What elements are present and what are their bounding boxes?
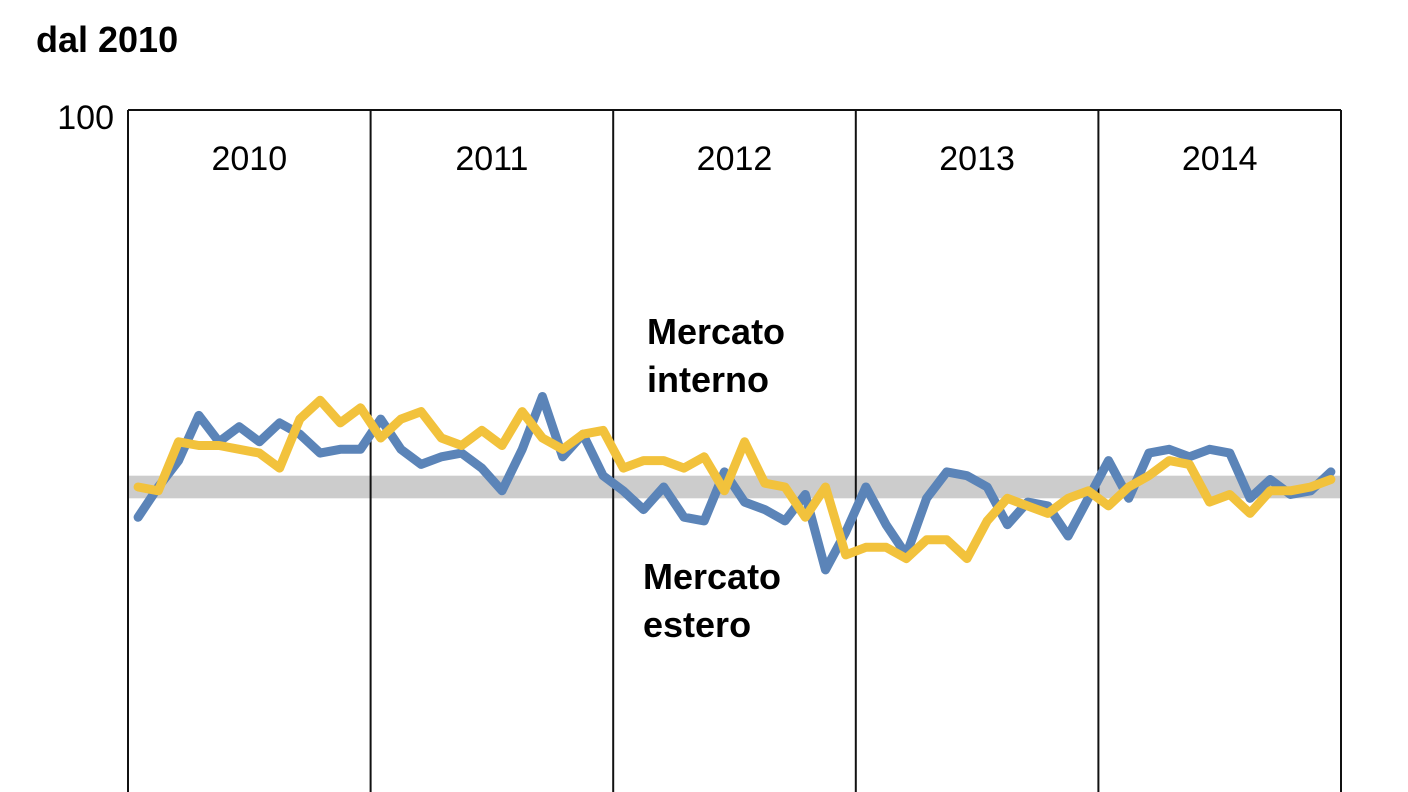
year-label: 2013 (939, 140, 1015, 178)
year-label: 2012 (697, 140, 773, 178)
series-label-mercato-interno: interno (647, 359, 769, 400)
series-label-mercato-interno: Mercato (647, 311, 785, 352)
series-line-mercato-interno (133, 395, 1336, 564)
series-line-mercato-estero (133, 392, 1336, 575)
year-label: 2014 (1182, 140, 1258, 178)
series-label-mercato-estero: Mercato (643, 556, 781, 597)
year-label: 2010 (211, 140, 287, 178)
chart-subtitle: dal 2010 (36, 19, 178, 60)
y-tick-label: 100 (57, 99, 114, 137)
year-label: 2011 (455, 140, 528, 178)
series-label-mercato-estero: estero (643, 604, 751, 645)
marks-layer: 2010 2011 2012 2013 2014 Mercato interno Mercat… (127, 109, 1342, 792)
